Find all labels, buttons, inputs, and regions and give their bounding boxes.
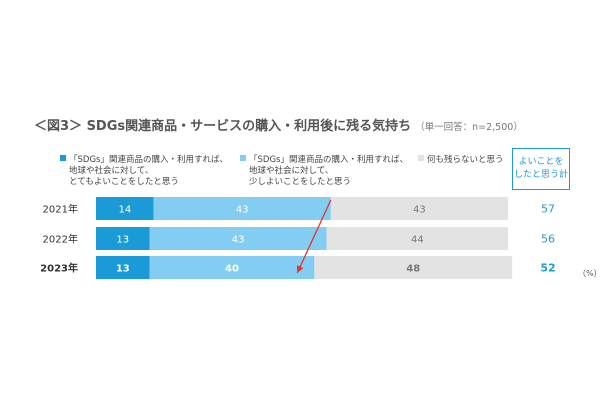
total-value: 52: [540, 262, 555, 275]
legend-swatch-somewhat-good: [240, 155, 246, 161]
data-label: 43: [236, 205, 249, 216]
annotation-arrow-line: [296, 199, 332, 274]
data-label: 43: [232, 235, 245, 246]
chart-title: ＜図3＞ SDGs関連商品・サービスの購入・利用後に残る気持ち: [34, 119, 412, 134]
data-label: 43: [413, 205, 426, 216]
chart-title-block: ＜図3＞ SDGs関連商品・サービスの購入・利用後に残る気持ち （単一回答：n=2…: [34, 115, 523, 134]
legend-label-line: 「SDGs」関連商品の購入・利用すれば、: [249, 155, 408, 165]
totals-header-line: したと思う計: [513, 170, 568, 180]
category-label: 2023年: [40, 262, 78, 275]
bar-segment: [149, 227, 327, 250]
category-label: 2021年: [43, 203, 78, 216]
data-label: 40: [225, 264, 239, 275]
legend-label-line: 少しよいことをしたと思う: [249, 177, 352, 187]
annotation-arrow-head: [296, 265, 304, 273]
legend-swatch-nothing: [418, 155, 424, 161]
bar-segment: [96, 256, 150, 279]
totals-header: よいことを したと思う計: [512, 148, 570, 190]
total-value: 57: [541, 203, 555, 216]
legend-swatch-very-good: [60, 155, 66, 161]
legend-label-line: 「SDGs」関連商品の購入・利用すれば、: [69, 155, 228, 165]
data-label: 13: [116, 235, 129, 246]
bar-segment: [149, 256, 315, 279]
data-label: 14: [118, 205, 131, 216]
data-label: 13: [116, 264, 130, 275]
bar-segment: [326, 227, 508, 250]
bar-segment: [314, 256, 513, 279]
bar-segment: [96, 197, 154, 220]
data-label: 48: [406, 264, 420, 275]
bar-segment: [96, 227, 150, 250]
bar-segment: [330, 197, 508, 220]
legend-label-line: とてもよいことをしたと思う: [69, 177, 179, 187]
legend-label-line: 地球や社会に対して、: [69, 166, 154, 176]
legend-label-line: 何も残らないと思う: [427, 155, 504, 165]
unit-label: （%）: [578, 269, 600, 278]
chart-subtitle: （単一回答：n=2,500）: [415, 122, 523, 133]
legend-item-somewhat-good: 「SDGs」関連商品の購入・利用すれば、 地球や社会に対して、 少しよいことをし…: [240, 155, 408, 188]
category-label: 2022年: [43, 233, 78, 246]
bar-segment: [153, 197, 331, 220]
totals-header-line: よいことを: [518, 157, 564, 167]
data-label: 44: [411, 235, 424, 246]
total-value: 56: [541, 233, 555, 246]
legend-item-very-good: 「SDGs」関連商品の購入・利用すれば、 地球や社会に対して、 とてもよいことを…: [60, 155, 228, 188]
legend-item-nothing: 何も残らないと思う: [418, 155, 504, 166]
legend-label-line: 地球や社会に対して、: [249, 166, 334, 176]
